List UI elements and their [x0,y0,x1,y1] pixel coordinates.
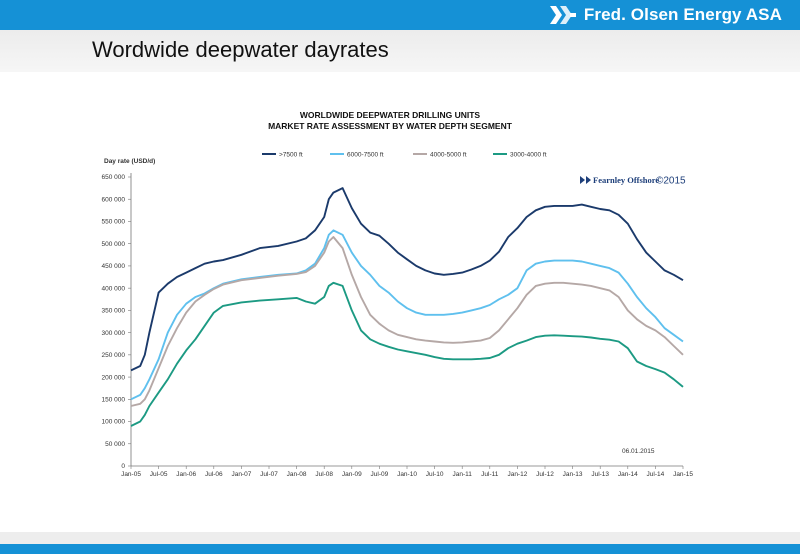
series-line-2 [130,229,684,401]
series-line-1 [130,187,684,372]
page-title: Wordwide deepwater dayrates [92,37,389,62]
x-tick-label: Jan-05 [121,471,141,478]
y-tick-label: 200 000 [102,374,126,381]
x-tick-label: Jul-06 [205,471,223,478]
fearnley-logo-icon [580,176,591,184]
x-tick-label: Jul-05 [150,471,168,478]
y-tick-label: 250 000 [102,352,126,359]
top-bar [0,0,800,30]
series-line-4 [130,281,684,427]
x-tick-label: Jan-08 [287,471,307,478]
series-group [130,187,684,427]
y-axis-label: Day rate (USD/d) [104,158,155,165]
source-year: ©2015 [656,176,686,187]
x-tick-label: Jul-11 [481,471,499,478]
x-tick-label: Jan-14 [618,471,638,478]
x-tick-label: Jan-07 [231,471,251,478]
company-name: Fred. Olsen Energy ASA [583,5,782,24]
axes: 0 50 000 100 000 150 000 200 000 250 000 300 0… [102,173,693,478]
y-tick-label: 350 000 [102,308,126,315]
y-tick-label: 450 000 [102,263,126,270]
y-tick-label: 400 000 [102,285,126,292]
x-tick-label: Jul-12 [536,471,554,478]
y-tick-label: 50 000 [105,441,125,448]
fred-olsen-logo-icon [549,6,576,24]
y-tick-label: 500 000 [102,241,126,248]
legend-label: 6000-7500 ft [347,151,384,158]
x-tick-label: Jul-07 [260,471,278,478]
x-tick-label: Jan-12 [507,471,527,478]
y-tick-label: 600 000 [102,196,126,203]
series-line-3 [130,236,684,407]
x-tick-label: Jan-15 [673,471,693,478]
x-tick-label: Jul-08 [315,471,333,478]
chart-title: WORLDWIDE DEEPWATER DRILLING UNITS [300,110,481,120]
legend-label: 3000-4000 ft [510,151,547,158]
x-tick-label: Jul-09 [371,471,389,478]
y-tick-label: 100 000 [102,419,126,426]
x-tick-label: Jan-13 [563,471,583,478]
chart-subtitle: MARKET RATE ASSESSMENT BY WATER DEPTH SE… [268,121,513,131]
legend: >7500 ft 6000-7500 ft 4000-5000 ft 3000-400… [262,151,547,158]
x-tick-label: Jan-10 [397,471,417,478]
bottom-bar [0,544,800,554]
title-band [0,30,800,72]
x-tick-label: Jul-14 [647,471,665,478]
legend-label: 4000-5000 ft [430,151,467,158]
legend-label: >7500 ft [279,151,303,158]
y-tick-label: 0 [121,463,125,470]
bottom-band [0,532,800,544]
source-label: Fearnley Offshore [593,175,659,185]
x-tick-label: Jan-09 [342,471,362,478]
brand: Fred. Olsen Energy ASA [549,4,782,26]
x-tick-label: Jul-10 [426,471,444,478]
source-credit: Fearnley Offshore ©2015 [580,175,686,187]
date-note: 06.01.2015 [622,448,655,455]
y-tick-label: 300 000 [102,330,126,337]
y-tick-label: 550 000 [102,219,126,226]
x-tick-label: Jul-13 [591,471,609,478]
y-tick-label: 150 000 [102,397,126,404]
x-tick-label: Jan-11 [452,471,472,478]
x-tick-label: Jan-06 [176,471,196,478]
y-tick-label: 650 000 [102,174,126,181]
